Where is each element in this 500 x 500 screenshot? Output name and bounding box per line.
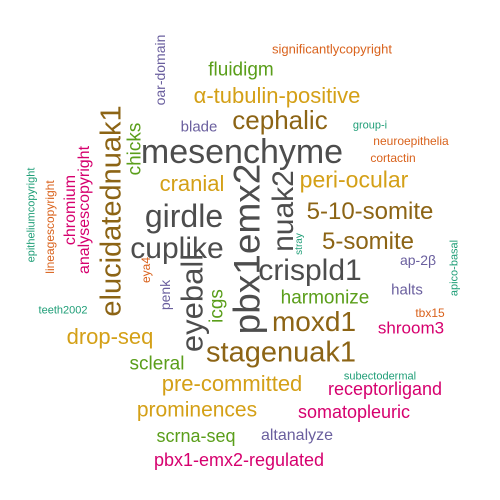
- word: girdle: [144, 198, 224, 234]
- word: significantlycopyright: [272, 41, 392, 57]
- word: group-i: [352, 119, 388, 132]
- word: prominences: [136, 398, 258, 422]
- word: ap-2β: [399, 252, 437, 268]
- word: stagenuak1: [206, 336, 356, 369]
- word: fluidigm: [208, 59, 274, 81]
- word: teeth2002: [38, 304, 88, 317]
- word: lineagescopyright: [43, 180, 57, 274]
- word: analysescopyright: [76, 145, 93, 275]
- word: crispld1: [258, 254, 362, 287]
- word: 5-somite: [321, 228, 415, 255]
- word: blade: [180, 118, 218, 136]
- word: subectodermal: [343, 370, 417, 383]
- word: icgs: [206, 289, 228, 323]
- word: peri-ocular: [299, 166, 409, 193]
- word: tbx15: [415, 306, 445, 320]
- word: scleral: [129, 353, 185, 375]
- word: halts: [391, 281, 423, 299]
- word: altanalyze: [260, 427, 334, 444]
- word: pre-committed: [161, 371, 303, 396]
- word: chromium: [62, 174, 79, 246]
- word: scrna-seq: [156, 426, 236, 446]
- word: moxd1: [271, 306, 357, 337]
- word: shroom3: [377, 318, 445, 338]
- word: apico-basal: [448, 239, 461, 297]
- word: epitheliumcopyright: [25, 167, 38, 263]
- word: α-tubulin-positive: [193, 83, 361, 108]
- word: eyeball: [174, 253, 210, 353]
- word: somatopleuric: [297, 402, 411, 422]
- word: eya4: [139, 256, 153, 284]
- word: neuroepithelia: [373, 134, 449, 148]
- word: elucidatednuak1: [95, 105, 128, 317]
- word: pbx1-emx2-regulated: [153, 450, 325, 470]
- word: cortactin: [370, 151, 416, 165]
- word: cranial: [159, 171, 225, 196]
- word: cuplike: [130, 232, 224, 265]
- word: pbx1emx2: [226, 163, 268, 335]
- word: oar-domain: [152, 34, 168, 106]
- word: harmonize: [280, 287, 370, 309]
- word: receptorligand: [327, 379, 443, 399]
- word: 5-10-somite: [306, 198, 434, 225]
- word: stray: [294, 233, 305, 255]
- word: penk: [157, 279, 173, 311]
- word: cephalic: [232, 105, 328, 135]
- word: drop-seq: [66, 324, 154, 349]
- word: chicks: [124, 122, 146, 176]
- word: mesenchyme: [140, 133, 344, 171]
